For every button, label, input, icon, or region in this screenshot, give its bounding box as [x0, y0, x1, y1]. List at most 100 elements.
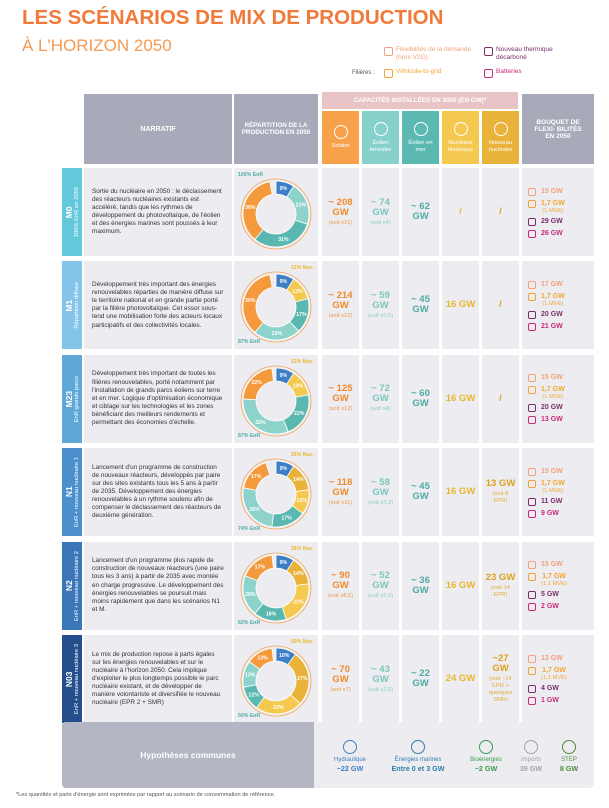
common-title: Hypothèses communes — [62, 722, 314, 788]
flex-value: 29 GW — [541, 217, 563, 225]
flex-item: 15 GW — [528, 187, 588, 196]
capacity-cell: ~ 22 GW — [402, 635, 439, 723]
column-header: Éolien terrestre — [362, 111, 399, 164]
capacity-cell: ~ 43 GW (soit x2,5) — [362, 635, 399, 723]
flex-texts: 11 GW — [541, 497, 562, 506]
column-header: Solaire — [322, 111, 359, 164]
segment-label: 23% — [273, 705, 284, 711]
scenario-label: N1 EnR + nouveau nucléaire 1 — [64, 457, 81, 527]
capacity-cell: ~27 GW (soit ~14 EPR + quelques SMR) — [482, 635, 519, 723]
donut-segment — [243, 462, 271, 491]
scenario-code: M23 — [63, 390, 74, 408]
common-label: Énergies marines — [394, 756, 442, 763]
flex-value: 15 GW — [541, 561, 563, 569]
mix-note: 50% EnR — [238, 713, 260, 719]
capacity-value: ~ 90 GW — [331, 570, 350, 592]
scenario-subtitle: EnR + nouveau nucléaire 3 — [73, 643, 80, 715]
mix-note: 74% EnR — [238, 526, 260, 532]
flex-item: 1,7 GW (1 MVE) — [528, 479, 588, 494]
capacity-cell: / — [482, 168, 519, 256]
common-icon — [562, 739, 576, 754]
flex-item: 1,7 GW (1 MVE) — [528, 385, 588, 400]
capacity-cell: ~ 36 GW — [402, 541, 439, 630]
segment-label: 12% — [292, 289, 303, 295]
flex-icon — [528, 217, 536, 226]
capacity-value: ~ 72 GW — [371, 383, 390, 405]
capacity-value: ~ 45 GW — [411, 481, 430, 503]
flex-value: 5 GW — [541, 591, 559, 599]
subtitle: À L'HORIZON 2050 — [22, 36, 172, 55]
segment-label: 21% — [296, 202, 307, 208]
flex-item: 13 GW — [528, 415, 588, 425]
scenario-subtitle: EnR grands parcs — [73, 375, 80, 422]
segment-label: 13% — [257, 656, 268, 662]
capacity-note: (soit x2,9) — [367, 593, 394, 600]
capacity-value: ~ 125 GW — [328, 383, 353, 405]
capacity-note: (soit x8,5) — [327, 593, 354, 600]
flex-item: 1,7 GW (1 MVE) — [528, 199, 588, 214]
narrative-text: Lancement d'un programme de construction… — [92, 463, 221, 520]
flex-icon — [528, 322, 536, 331]
scenario-label: M0 100% EnR en 2050 — [64, 187, 81, 237]
flex-texts: 9 GW — [541, 509, 559, 518]
flex-item: 20 GW — [528, 403, 588, 413]
capacity-cell: ~ 72 GW (soit x4) — [362, 354, 399, 443]
flex-value: 26 GW — [541, 229, 563, 237]
segment-label: 12% — [248, 693, 259, 699]
segment-label: 14% — [293, 477, 304, 483]
scenario-tab: M23 EnR grands parcs — [62, 354, 82, 443]
segment-label: 23% — [272, 331, 283, 337]
segment-label: 26% — [249, 507, 260, 513]
narrative-text: Le mix de production repose à parts égal… — [92, 650, 221, 707]
capacity-cell: 16 GW — [442, 448, 479, 537]
common-icon — [479, 739, 493, 754]
narrative-cell: Développement très important des énergie… — [84, 261, 232, 350]
flex-sub: (1 MVE) — [542, 487, 564, 494]
segment-label: 36% — [245, 298, 256, 304]
narrative-cell: Lancement d'un programme plus rapide de … — [84, 541, 232, 630]
flex-icon — [528, 292, 536, 301]
mix-cell: 9% 14% 22% 16% 20% 17% 36% Nuc. 62% EnR — [234, 541, 318, 630]
capacity-value: ~ 208 GW — [328, 196, 353, 218]
flex-texts: 13 GW — [541, 654, 563, 663]
capacity-value: 16 GW — [445, 392, 476, 404]
narrative-text: Lancement d'un programme plus rapide de … — [92, 557, 224, 613]
flex-value: 1,7 GW — [541, 292, 565, 300]
capacity-cell: ~ 52 GW (soit x2,9) — [362, 541, 399, 630]
donut-segment — [248, 647, 274, 670]
legend-text: Nouveau thermique décarboné — [496, 46, 553, 61]
mix-cell: 9% 13% 22% 32% 22% 13% Nuc. 87% EnR — [234, 354, 318, 443]
segment-label: 31% — [278, 237, 289, 243]
flex-item: 13 GW — [528, 654, 588, 663]
flex-item: 21 GW — [528, 322, 588, 331]
capacity-value: ~ 52 GW — [371, 570, 390, 592]
donut-segment — [242, 398, 289, 435]
flex-value: 21 GW — [541, 322, 563, 330]
flex-value: 1,7 GW — [541, 479, 565, 487]
flex-cell: 13 GW 1,7 GW (1,1 MVE) 4 GW 1 GW — [522, 635, 594, 723]
segment-label: 12% — [296, 498, 307, 504]
common-item: Imports 39 GW — [516, 728, 546, 784]
capacity-value: / — [499, 299, 502, 311]
flex-texts: 13 GW — [541, 415, 563, 424]
segment-label: 9% — [280, 466, 288, 472]
flex-texts: 17 GW — [541, 280, 563, 289]
segment-label: 9% — [280, 373, 288, 379]
flex-texts: 1,7 GW (1 MVE) — [541, 385, 565, 400]
flex-icon — [528, 199, 536, 208]
donut-outline — [240, 458, 312, 530]
narrative-text: Développement très important des énergie… — [92, 281, 224, 329]
legend-icon — [484, 69, 493, 78]
capacity-cell: / — [482, 261, 519, 350]
title: LES SCÉNARIOS DE MIX DE PRODUCTION — [22, 6, 444, 29]
flex-item: 9 GW — [528, 509, 588, 518]
narrative-text: Sortie du nucléaire en 2050 : le déclass… — [92, 187, 222, 236]
flex-item: 1,7 GW (1,1 MVE) — [528, 572, 588, 587]
capacity-value: ~27 GW — [492, 653, 509, 674]
common-item: Énergies marines Entre 0 et 3 GW — [382, 728, 454, 784]
header-text: RÉPARTITION DE LA PRODUCTION EN 2050 — [241, 122, 311, 136]
donut-outline — [240, 552, 312, 623]
capacity-value: ~ 45 GW — [411, 294, 430, 316]
flex-icon — [528, 696, 536, 705]
